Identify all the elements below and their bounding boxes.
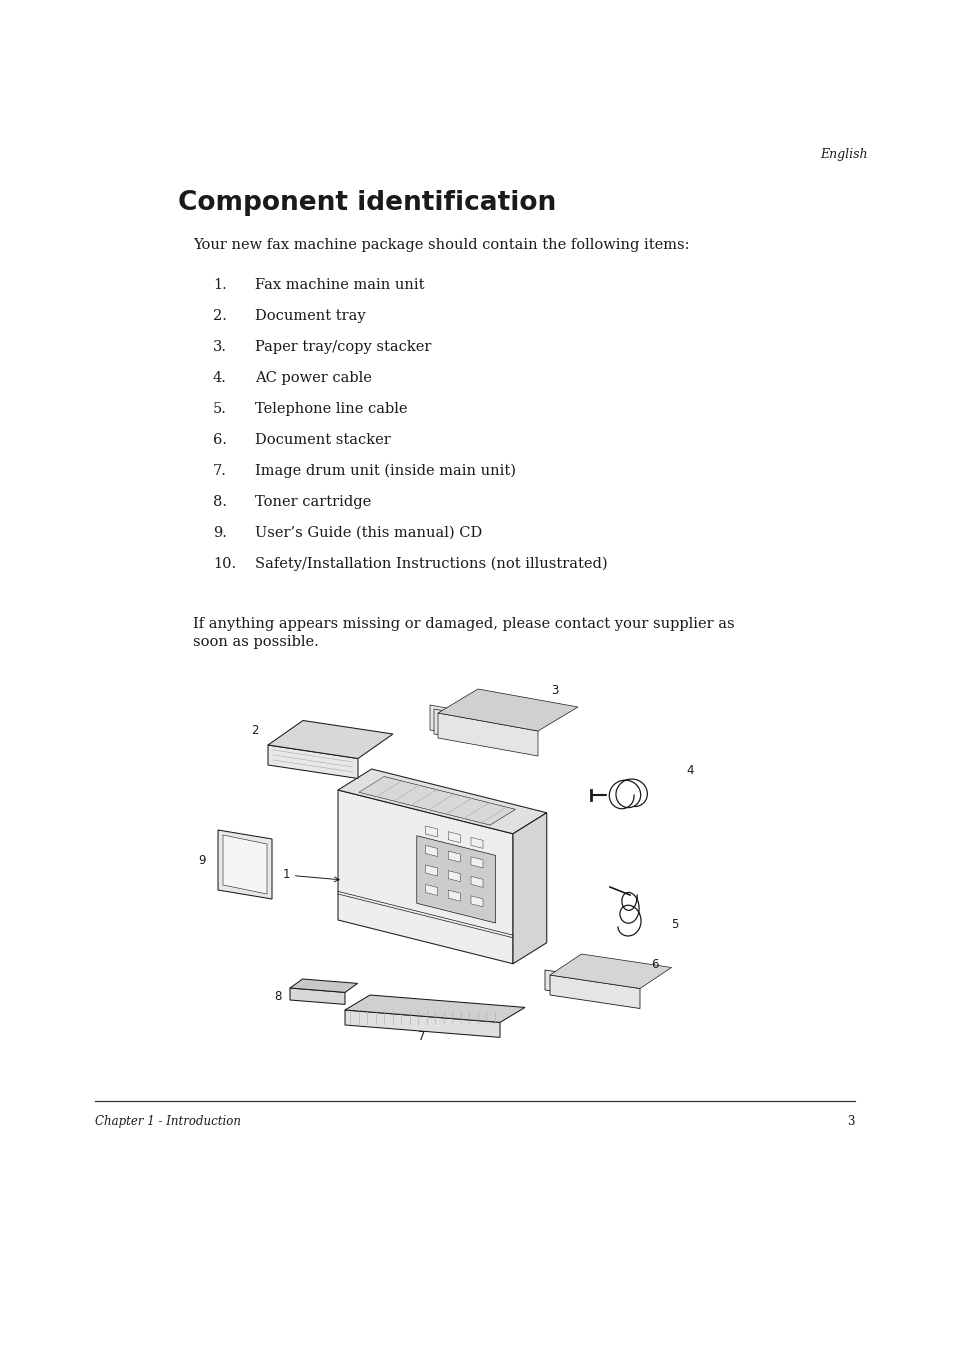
Polygon shape [345, 1011, 499, 1038]
Text: Your new fax machine package should contain the following items:: Your new fax machine package should cont… [193, 238, 689, 253]
Polygon shape [448, 870, 459, 882]
Polygon shape [471, 877, 482, 888]
Polygon shape [448, 851, 459, 862]
Polygon shape [268, 720, 393, 758]
Text: 6: 6 [651, 958, 659, 971]
Polygon shape [544, 970, 635, 1004]
Polygon shape [471, 896, 482, 907]
Text: 3: 3 [551, 684, 558, 697]
Text: Safety/Installation Instructions (not illustrated): Safety/Installation Instructions (not il… [254, 557, 607, 571]
Text: 7: 7 [417, 1031, 425, 1043]
Text: soon as possible.: soon as possible. [193, 635, 318, 648]
Polygon shape [425, 885, 437, 896]
Text: Document stacker: Document stacker [254, 434, 391, 447]
Polygon shape [425, 825, 437, 838]
Polygon shape [358, 777, 515, 825]
Polygon shape [290, 988, 345, 1004]
Polygon shape [223, 835, 267, 894]
Polygon shape [425, 865, 437, 875]
Text: 9: 9 [198, 854, 206, 866]
Text: 3.: 3. [213, 340, 227, 354]
Text: Chapter 1 - Introduction: Chapter 1 - Introduction [95, 1115, 241, 1128]
Text: 1: 1 [282, 869, 339, 882]
Text: Toner cartridge: Toner cartridge [254, 494, 371, 509]
Polygon shape [416, 836, 495, 923]
Polygon shape [218, 830, 272, 898]
Text: 2.: 2. [213, 309, 227, 323]
Polygon shape [437, 689, 578, 731]
Text: 10.: 10. [213, 557, 236, 571]
Polygon shape [437, 713, 537, 757]
Polygon shape [550, 954, 671, 989]
Polygon shape [430, 705, 530, 748]
Text: 8.: 8. [213, 494, 227, 509]
Text: 5.: 5. [213, 403, 227, 416]
Text: 6.: 6. [213, 434, 227, 447]
Polygon shape [471, 857, 482, 867]
Text: Paper tray/copy stacker: Paper tray/copy stacker [254, 340, 431, 354]
Polygon shape [513, 813, 546, 963]
Text: Fax machine main unit: Fax machine main unit [254, 278, 424, 292]
Text: User’s Guide (this manual) CD: User’s Guide (this manual) CD [254, 526, 482, 540]
Text: 3: 3 [846, 1115, 854, 1128]
Text: 7.: 7. [213, 463, 227, 478]
Polygon shape [337, 769, 546, 834]
Polygon shape [345, 994, 524, 1023]
Text: Telephone line cable: Telephone line cable [254, 403, 407, 416]
Polygon shape [471, 838, 482, 848]
Text: 9.: 9. [213, 526, 227, 540]
Text: Image drum unit (inside main unit): Image drum unit (inside main unit) [254, 463, 516, 478]
Text: AC power cable: AC power cable [254, 372, 372, 385]
Text: 2: 2 [252, 724, 258, 736]
Polygon shape [425, 846, 437, 857]
Text: 4.: 4. [213, 372, 227, 385]
Text: Component identification: Component identification [178, 190, 556, 216]
Text: 4: 4 [685, 763, 693, 777]
Polygon shape [337, 790, 513, 963]
Text: 1.: 1. [213, 278, 227, 292]
Text: 8: 8 [274, 990, 282, 1004]
Polygon shape [448, 890, 459, 901]
Polygon shape [268, 744, 357, 778]
Polygon shape [448, 832, 459, 843]
Text: If anything appears missing or damaged, please contact your supplier as: If anything appears missing or damaged, … [193, 617, 734, 631]
Polygon shape [434, 709, 534, 753]
Polygon shape [290, 979, 357, 993]
Text: Document tray: Document tray [254, 309, 365, 323]
Polygon shape [550, 975, 639, 1008]
Text: English: English [820, 149, 866, 161]
Text: 5: 5 [671, 919, 678, 931]
